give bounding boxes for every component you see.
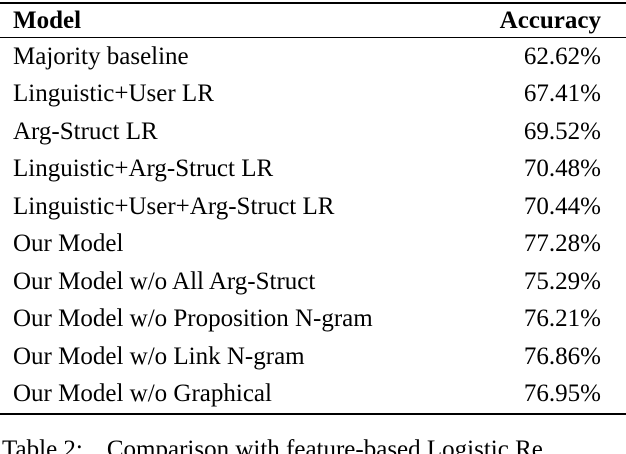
- table-row: Majority baseline 62.62%: [0, 38, 626, 76]
- table-row: Our Model w/o Link N-gram 76.86%: [0, 338, 626, 376]
- model-cell: Linguistic+Arg-Struct LR: [13, 155, 274, 183]
- model-cell: Our Model w/o Link N-gram: [13, 342, 305, 370]
- table-header: Model Accuracy: [0, 3, 626, 38]
- table-row: Linguistic+User LR 67.41%: [0, 76, 626, 114]
- table-caption-text: Comparison with feature-based Logistic R…: [106, 436, 543, 454]
- model-cell: Our Model w/o Proposition N-gram: [13, 305, 373, 333]
- table-row: Our Model w/o Proposition N-gram 76.21%: [0, 301, 626, 339]
- accuracy-cell: 67.41%: [523, 80, 601, 108]
- accuracy-cell: 69.52%: [523, 117, 601, 145]
- model-cell: Linguistic+User LR: [13, 80, 214, 108]
- accuracy-cell: 77.28%: [523, 230, 601, 258]
- table-caption: Table 2: Comparison with feature-based L…: [2, 436, 626, 454]
- accuracy-cell: 75.29%: [523, 267, 601, 295]
- model-cell: Arg-Struct LR: [13, 117, 158, 145]
- accuracy-cell: 76.95%: [523, 380, 601, 408]
- model-cell: Majority baseline: [13, 42, 189, 70]
- model-cell: Our Model w/o All Arg-Struct: [13, 267, 316, 295]
- accuracy-cell: 76.21%: [523, 305, 601, 333]
- model-cell: Our Model w/o Graphical: [13, 380, 272, 408]
- column-header-accuracy: Accuracy: [499, 6, 601, 34]
- results-table: Model Accuracy Majority baseline 62.62% Li…: [0, 2, 626, 415]
- accuracy-cell: 70.44%: [523, 192, 601, 220]
- table-row: Our Model w/o Graphical 76.95%: [0, 376, 626, 415]
- accuracy-cell: 62.62%: [523, 42, 601, 70]
- column-header-model: Model: [13, 6, 82, 34]
- table-row: Arg-Struct LR 69.52%: [0, 113, 626, 151]
- table-row: Our Model 77.28%: [0, 226, 626, 264]
- table-row: Linguistic+Arg-Struct LR 70.48%: [0, 151, 626, 189]
- table-row: Our Model w/o All Arg-Struct 75.29%: [0, 263, 626, 301]
- model-cell: Our Model: [13, 230, 124, 258]
- table-row: Linguistic+User+Arg-Struct LR 70.44%: [0, 188, 626, 226]
- accuracy-cell: 70.48%: [523, 155, 601, 183]
- model-cell: Linguistic+User+Arg-Struct LR: [13, 192, 335, 220]
- accuracy-cell: 76.86%: [523, 342, 601, 370]
- table-caption-label: Table 2:: [2, 436, 83, 454]
- table-header-row: Model Accuracy: [0, 3, 626, 38]
- table-body: Majority baseline 62.62% Linguistic+User L…: [0, 38, 626, 415]
